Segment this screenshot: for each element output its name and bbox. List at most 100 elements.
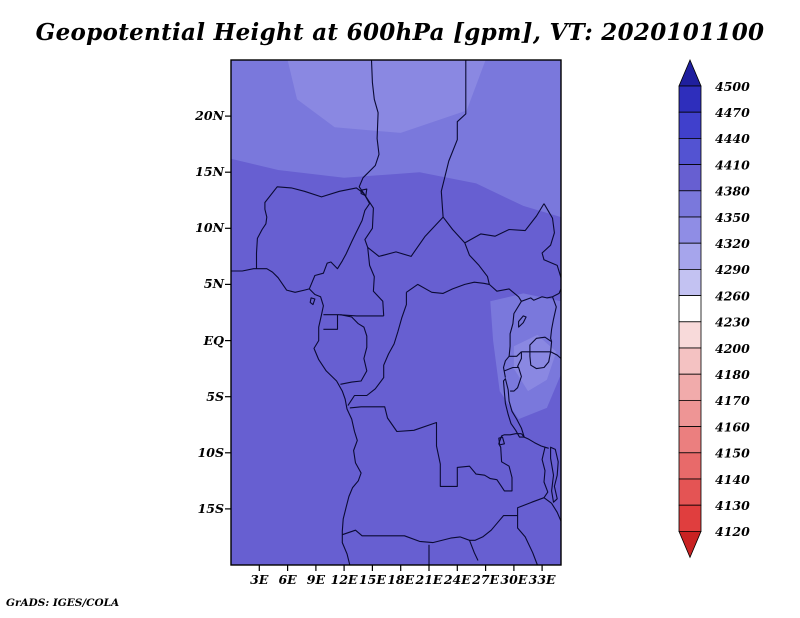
colorbar-segment [678, 504, 702, 532]
y-tick-label: 20N [195, 108, 224, 124]
country-border [363, 193, 374, 248]
lake-outline [518, 315, 527, 328]
country-border [521, 288, 562, 302]
colorbar-segment [678, 347, 702, 375]
colorbar-label: 4410 [715, 157, 750, 172]
colorbar-segment [678, 373, 702, 401]
y-tick-label: 15N [195, 164, 224, 180]
country-border [323, 314, 384, 317]
country-border [504, 366, 519, 372]
colorbar-segment [678, 268, 702, 296]
x-tick-label: 33E [528, 572, 556, 587]
colorbar-label: 4130 [715, 498, 750, 513]
field-patch [513, 334, 557, 392]
country-border [367, 247, 385, 316]
y-tick-label: EQ [203, 332, 224, 348]
colorbar-label: 4500 [715, 79, 750, 94]
country-border [517, 515, 538, 566]
country-border [502, 355, 510, 378]
colorbar-label: 4470 [715, 105, 750, 120]
colorbar-segment [678, 216, 702, 244]
colorbar-label: 4180 [715, 367, 750, 382]
colorbar-arrow-bottom [678, 530, 702, 559]
colorbar-segment [678, 85, 702, 113]
country-border [347, 292, 407, 406]
country-border [358, 59, 380, 194]
map-plot [225, 59, 562, 571]
lake-outline [309, 297, 316, 306]
credit-text: GrADS: IGES/COLA [6, 597, 120, 609]
colorbar-label: 4440 [715, 131, 750, 146]
country-border [508, 301, 522, 357]
field-patch [287, 60, 486, 133]
colorbar-label: 4140 [715, 472, 750, 487]
colorbar-label: 4120 [715, 524, 750, 539]
colorbar-label: 4150 [715, 446, 750, 461]
colorbar-segment [678, 111, 702, 139]
country-border [464, 203, 545, 244]
lake-outline [529, 336, 553, 370]
colorbar-label: 4320 [715, 236, 750, 251]
colorbar-label: 4290 [715, 262, 750, 277]
country-border [342, 529, 470, 544]
colorbar-segment [678, 190, 702, 218]
country-border [543, 497, 562, 522]
country-border [510, 351, 522, 392]
country-border [340, 314, 368, 385]
x-tick-label: 24E [443, 572, 471, 587]
lake-outline [502, 378, 525, 438]
x-tick-label: 18E [387, 572, 415, 587]
x-tick-label: 21E [415, 572, 443, 587]
x-tick-label: 9E [306, 572, 326, 587]
y-tick-label: 5S [206, 388, 224, 404]
colorbar-segment [678, 399, 702, 427]
colorbar-segment [678, 426, 702, 454]
colorbar-label: 4170 [715, 393, 750, 408]
country-border [550, 296, 557, 342]
country-border [231, 268, 362, 566]
country-border [509, 351, 522, 357]
colorbar-label: 4230 [715, 315, 750, 330]
colorbar-segment [678, 138, 702, 166]
colorbar-segment [678, 452, 702, 480]
country-border [468, 540, 479, 561]
y-tick-label: 10S [197, 444, 224, 460]
colorbar-segment [678, 295, 702, 323]
x-tick-label: 3E [250, 572, 269, 587]
lake-outline [498, 436, 505, 446]
country-border [367, 60, 467, 257]
colorbar-label: 4160 [715, 419, 750, 434]
colorbar-segment [678, 242, 702, 270]
y-tick-label: 15S [197, 500, 224, 516]
colorbar-label: 4380 [715, 184, 750, 199]
colorbar-arrow-top [678, 58, 702, 87]
x-tick-label: 27E [472, 572, 500, 587]
country-border [488, 283, 522, 302]
colorbar-segment [678, 164, 702, 192]
x-tick-label: 30E [500, 572, 528, 587]
country-border [469, 497, 545, 541]
country-border [406, 281, 490, 294]
x-tick-label: 15E [358, 572, 386, 587]
y-tick-label: 10N [195, 220, 224, 236]
country-border [308, 193, 371, 290]
x-tick-label: 12E [330, 572, 358, 587]
colorbar-label: 4260 [715, 288, 750, 303]
y-tick-label: 5N [203, 276, 224, 292]
country-border [442, 216, 490, 285]
country-border [550, 351, 562, 359]
plot-title: Geopotential Height at 600hPa [gpm], VT:… [35, 19, 765, 46]
lake-outline [360, 188, 368, 197]
colorbar-segment [678, 478, 702, 506]
map-frame [230, 59, 562, 566]
country-border [323, 314, 339, 330]
country-border [541, 203, 562, 278]
colorbar-segment [678, 321, 702, 349]
x-tick-label: 6E [278, 572, 297, 587]
colorbar-label: 4200 [715, 341, 750, 356]
country-border [541, 447, 549, 499]
colorbar-label: 4350 [715, 210, 750, 225]
country-border [255, 186, 365, 269]
lake-outline [550, 446, 559, 503]
